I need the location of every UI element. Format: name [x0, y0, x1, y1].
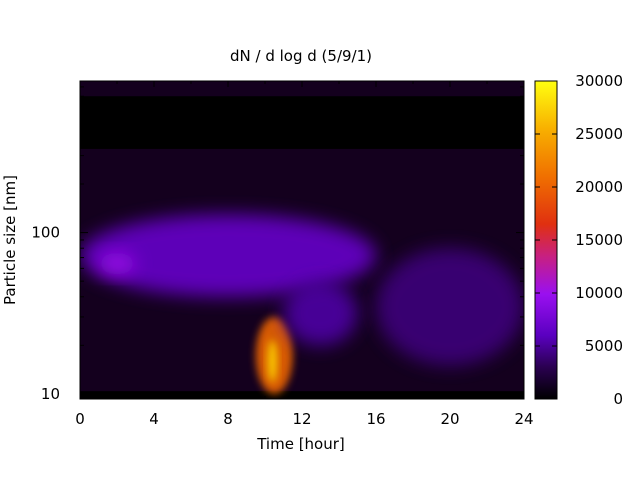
- y-tick-label: 100: [31, 224, 60, 242]
- heatmap-dark-band: [80, 96, 524, 149]
- colorbar-tick-label: 0: [613, 390, 623, 408]
- y-tick-label: 10: [41, 385, 60, 403]
- colorbar-tick-label: 15000: [575, 231, 623, 249]
- y-axis-label: Particle size [nm]: [1, 175, 19, 305]
- heatmap-feature-4: [283, 281, 358, 346]
- heatmap-feature-2: [98, 252, 136, 275]
- chart-title: dN / d log d (5/9/1): [230, 47, 372, 65]
- colorbar-tick-label: 10000: [575, 284, 623, 302]
- x-tick-label: 24: [514, 410, 533, 428]
- x-tick-label: 8: [223, 410, 233, 428]
- x-axis-ticks: 0 4 8 12 16 20 24: [75, 81, 534, 428]
- x-tick-label: 12: [292, 410, 311, 428]
- colorbar-ticks: 0 5000 10000 15000 20000 25000 30000: [535, 72, 623, 408]
- colorbar-tick-label: 5000: [585, 337, 623, 355]
- x-tick-label: 16: [366, 410, 385, 428]
- heatmap-cells: [80, 81, 524, 399]
- y-axis-ticks: 10 100: [31, 86, 524, 403]
- plot-area: [80, 81, 524, 399]
- heatmap-feature-5: [376, 248, 524, 366]
- x-tick-label: 0: [75, 410, 85, 428]
- heatmap-feature-core-3: [267, 340, 278, 383]
- x-axis-label: Time [hour]: [256, 435, 345, 453]
- colorbar-tick-label: 30000: [575, 72, 623, 90]
- x-tick-label: 4: [149, 410, 159, 428]
- colorbar-tick-label: 20000: [575, 178, 623, 196]
- x-tick-label: 20: [440, 410, 459, 428]
- colorbar-tick-label: 25000: [575, 125, 623, 143]
- heatmap-feature-1: [80, 214, 376, 297]
